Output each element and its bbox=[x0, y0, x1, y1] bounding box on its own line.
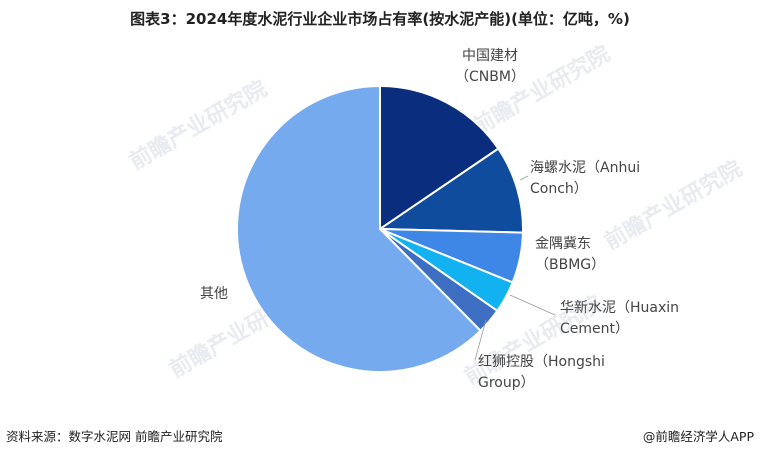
slice-label: 其他 bbox=[200, 286, 228, 302]
slice-label-line: 华新水泥（Huaxin bbox=[560, 300, 679, 316]
leader-line bbox=[519, 175, 529, 181]
slice-label-line: Conch） bbox=[530, 181, 588, 197]
slice-label-line: 海螺水泥（Anhui bbox=[530, 160, 640, 176]
slice-label-line: 其他 bbox=[200, 286, 228, 302]
slice-label-line: 中国建材 bbox=[462, 48, 518, 64]
slice-labels: 中国建材 （CNBM） 海螺水泥（Anhui Conch） 金隅冀东 （BBMG） 华新水泥… bbox=[200, 48, 679, 391]
slice-label-line: Cement） bbox=[560, 321, 629, 337]
slice-label: 海螺水泥（Anhui Conch） bbox=[530, 160, 640, 197]
leader-line bbox=[509, 294, 556, 316]
slice-label-line: Group） bbox=[478, 375, 535, 391]
brand-credit: @前瞻经济学人APP bbox=[642, 429, 754, 444]
source-note: 资料来源：数字水泥网 前瞻产业研究院 bbox=[6, 429, 223, 444]
slice-label: 中国建材 （CNBM） bbox=[455, 48, 525, 85]
pie-slice bbox=[379, 84, 500, 231]
pie-slice bbox=[236, 84, 482, 373]
slice-label: 红狮控股（Hongshi Group） bbox=[478, 354, 605, 391]
leader-line bbox=[474, 319, 487, 361]
pie-slice bbox=[376, 147, 524, 234]
slice-label-line: （BBMG） bbox=[535, 257, 605, 273]
label-leader-lines bbox=[474, 175, 556, 361]
watermark-text: 前瞻产业研究院 bbox=[125, 76, 271, 176]
pie-slices bbox=[236, 84, 524, 373]
slice-label-line: （CNBM） bbox=[455, 69, 525, 85]
slice-label-line: 金隅冀东 bbox=[535, 236, 591, 252]
slice-label: 金隅冀东 （BBMG） bbox=[535, 236, 605, 273]
slice-label: 华新水泥（Huaxin Cement） bbox=[560, 300, 679, 337]
chart-title: 图表3：2024年度水泥行业企业市场占有率(按水泥产能)(单位：亿吨，%) bbox=[130, 10, 630, 28]
slice-label-line: 红狮控股（Hongshi bbox=[478, 354, 605, 370]
